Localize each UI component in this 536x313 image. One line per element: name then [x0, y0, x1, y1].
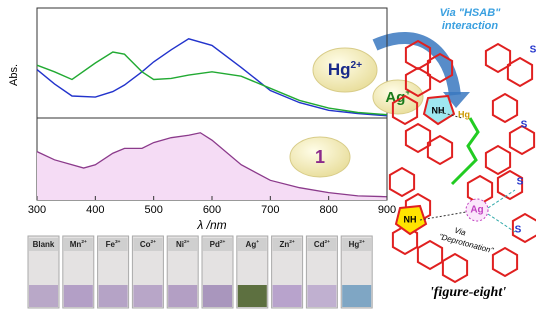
vial-liquid [238, 285, 267, 307]
vial-liquid [168, 285, 197, 307]
ring [493, 248, 517, 276]
label-base: 1 [315, 147, 325, 167]
label-base: Pd [210, 240, 220, 249]
x-tick-label: 800 [319, 204, 337, 216]
atom-label: S [530, 45, 536, 56]
note: "Deprotonation" [438, 232, 495, 255]
label-base: Co [140, 240, 151, 249]
ring [486, 44, 510, 72]
label-base: Cd [314, 240, 325, 249]
atom-label: NH [404, 214, 417, 224]
caption: 'figure-eight' [430, 285, 506, 300]
ring [428, 136, 452, 164]
atom-label: S [515, 225, 522, 236]
vial-liquid [29, 285, 58, 307]
ring [418, 241, 442, 269]
label-sup: 3+ [115, 239, 121, 245]
x-tick-label: 700 [261, 204, 279, 216]
vial-liquid [342, 285, 371, 307]
vial-liquid [64, 285, 93, 307]
x-tick-label: 500 [144, 204, 162, 216]
x-axis-label: λ /nm [196, 218, 226, 232]
ring [443, 254, 467, 282]
vial-liquid [133, 285, 162, 307]
label-sup: 2+ [351, 60, 363, 71]
label-sup: 2+ [289, 239, 295, 245]
label-base: Hg [328, 60, 351, 79]
label-base: Ag [246, 240, 257, 249]
label-sup: 2+ [81, 239, 87, 245]
label-sup: 2+ [324, 239, 330, 245]
x-tick-label: 300 [28, 204, 46, 216]
label-sup: + [256, 240, 259, 245]
ring [493, 94, 517, 122]
label-base: Mn [70, 240, 82, 249]
label: Blank [33, 240, 55, 249]
ring [406, 124, 430, 152]
atom-label: S [521, 120, 528, 131]
annotation: Via "HSAB" [440, 7, 502, 19]
vial-liquid [273, 285, 302, 307]
bond [488, 214, 515, 232]
x-tick-label: 900 [378, 204, 396, 216]
atom-label: Ag [470, 205, 483, 216]
atom-label: NH [432, 105, 445, 115]
label: 1 [315, 147, 325, 167]
label-sup: 2+ [220, 239, 226, 245]
label-base: Ni [176, 240, 184, 249]
label-sup: 2+ [150, 239, 156, 245]
vial-liquid [307, 285, 336, 307]
x-tick-label: 400 [86, 204, 104, 216]
ring [486, 146, 510, 174]
chain [452, 118, 478, 184]
y-axis-label: Abs. [8, 64, 20, 86]
vial-liquid [203, 285, 232, 307]
x-tick-label: 600 [203, 204, 221, 216]
ring [508, 58, 532, 86]
label-base: Blank [33, 240, 55, 249]
label-sup: 2+ [184, 239, 190, 245]
label-sup: 2+ [359, 239, 365, 245]
annotation: interaction [442, 20, 499, 32]
atom-label: Hg [458, 109, 470, 119]
atom-label: S [517, 177, 524, 188]
figure: Abs.300400500600700800900λ /nmHg2+Ag+1Vi… [0, 0, 536, 313]
vial-liquid [99, 285, 128, 307]
ring [390, 168, 414, 196]
label-base: Hg [349, 240, 360, 249]
label-base: Zn [279, 240, 289, 249]
